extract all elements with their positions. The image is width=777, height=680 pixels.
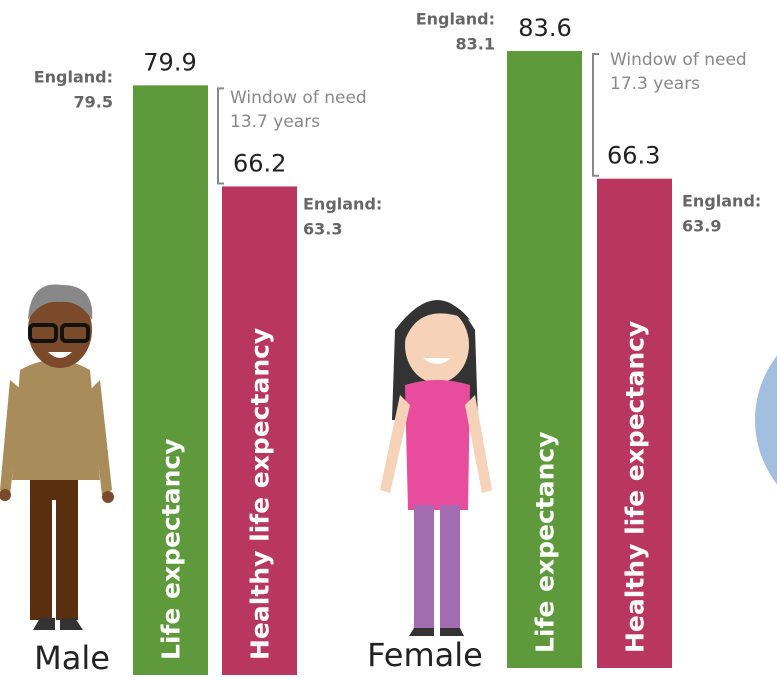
bar-label: Healthy life expectancy — [621, 321, 650, 653]
female-figure — [380, 300, 492, 636]
england-value: 83.1 — [456, 35, 495, 54]
england-label: England: — [303, 195, 382, 214]
england-value: 63.9 — [682, 217, 721, 236]
bar-label: Healthy life expectancy — [246, 328, 275, 660]
bar-label: Life expectancy — [531, 431, 560, 653]
england-value: 63.3 — [303, 220, 342, 239]
window-value: 13.7 years — [230, 112, 320, 132]
window-label: Window of need — [610, 50, 747, 70]
male-figure — [0, 284, 114, 630]
bar-label: Life expectancy — [157, 438, 186, 660]
window-label: Window of need — [230, 88, 367, 108]
decor-circle — [755, 315, 777, 525]
england-label: England: — [682, 192, 761, 211]
window-value: 17.3 years — [610, 74, 700, 94]
window-bracket — [593, 54, 599, 176]
england-label: England: — [34, 68, 113, 87]
value-label: 79.9 — [143, 48, 196, 76]
chart: Male Life expectancy 79.9 England: 79.5 Healt… — [0, 0, 777, 680]
england-value: 79.5 — [74, 93, 113, 112]
value-label: 83.6 — [518, 14, 571, 42]
value-label: 66.2 — [233, 149, 286, 177]
value-label: 66.3 — [607, 142, 660, 170]
england-label: England: — [416, 10, 495, 29]
window-bracket — [218, 88, 224, 183]
category-label: Female — [367, 636, 483, 674]
category-label: Male — [34, 639, 110, 677]
